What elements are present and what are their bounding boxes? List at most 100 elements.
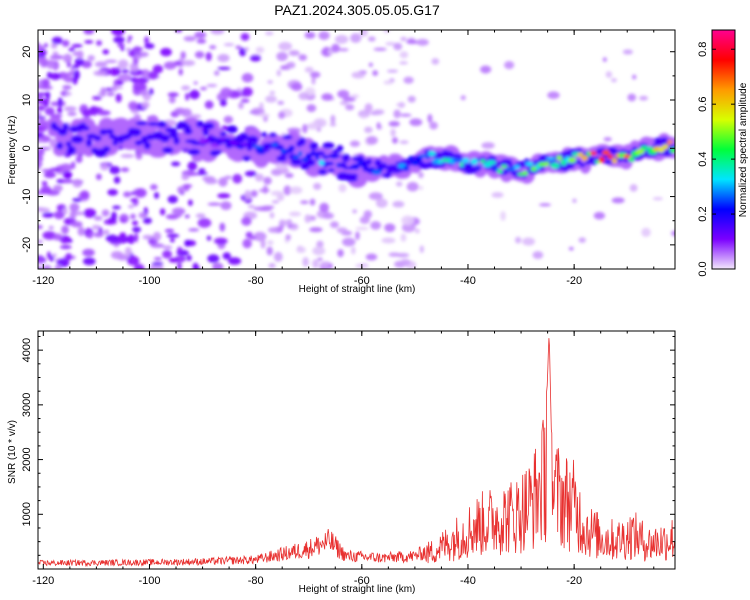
ridge-core xyxy=(418,153,429,158)
heat-blob xyxy=(311,75,316,85)
heat-blob xyxy=(168,257,179,263)
ridge-blob xyxy=(252,138,259,144)
heat-blob xyxy=(267,227,279,233)
ridge-core xyxy=(522,170,529,176)
heat-blob xyxy=(345,104,355,111)
x-tick-label: -100 xyxy=(138,575,160,587)
heat-blob xyxy=(43,171,56,179)
ridge-blob xyxy=(309,142,319,151)
heat-blob xyxy=(239,47,247,57)
ridge-core xyxy=(452,158,463,163)
heat-blob xyxy=(289,211,301,217)
heat-blob xyxy=(117,73,132,82)
heat-blob xyxy=(401,222,416,233)
heat-blob xyxy=(384,223,396,233)
heat-blob xyxy=(242,238,252,249)
heat-blob xyxy=(206,83,218,88)
heat-blob xyxy=(69,210,77,220)
heat-blob xyxy=(359,30,368,37)
heat-blob xyxy=(61,225,69,235)
ridge-blob xyxy=(239,132,249,141)
heat-blob xyxy=(83,30,95,35)
ridge-blob xyxy=(65,140,72,147)
x-tick-label: -60 xyxy=(354,275,370,287)
heat-blob xyxy=(175,30,183,33)
heat-blob xyxy=(148,88,154,96)
heat-blob xyxy=(108,217,113,223)
heat-blob xyxy=(532,251,544,259)
heat-blob xyxy=(210,30,225,35)
spectrogram-ylabel: Frequency (Hz) xyxy=(7,116,18,185)
heat-blob xyxy=(399,51,409,59)
heat-blob xyxy=(60,245,72,249)
colorbar-ticks: 0.0 0.2 0.4 0.6 0.8 xyxy=(697,42,735,277)
heat-blob xyxy=(135,151,143,160)
ridge-blob xyxy=(173,136,180,145)
heat-blob xyxy=(298,92,310,100)
ridge-core xyxy=(351,163,360,170)
heat-blob xyxy=(96,40,103,46)
ridge-blob xyxy=(290,157,302,166)
snr-line-layer xyxy=(38,338,675,568)
heat-blob xyxy=(360,115,367,119)
heat-blob xyxy=(330,114,336,125)
heat-blob xyxy=(107,188,118,196)
heat-blob xyxy=(365,253,378,261)
heat-blob xyxy=(104,59,118,63)
heat-blob xyxy=(132,77,138,84)
heat-blob xyxy=(48,225,54,230)
heat-blob xyxy=(385,41,396,46)
heat-blob xyxy=(126,255,140,266)
heat-blob xyxy=(81,60,92,69)
ridge-core xyxy=(437,159,444,164)
ridge-core xyxy=(509,167,516,172)
ridge-core xyxy=(389,169,398,173)
heat-blob xyxy=(184,214,190,218)
ridge-core xyxy=(361,162,367,169)
heat-blob xyxy=(121,69,129,74)
ridge-core xyxy=(262,148,271,153)
heat-blob xyxy=(93,231,104,238)
heat-blob xyxy=(572,198,577,203)
ridge-core xyxy=(505,166,511,172)
ridge-core xyxy=(365,168,371,172)
heat-blob xyxy=(66,72,74,76)
heat-blob xyxy=(515,236,522,244)
heat-blob xyxy=(372,70,379,77)
heat-blob xyxy=(271,200,280,204)
heat-blob xyxy=(217,53,230,63)
heat-blob xyxy=(144,43,155,49)
heat-blob xyxy=(71,44,83,48)
heat-blob xyxy=(169,238,175,243)
heat-blob xyxy=(393,109,401,119)
heat-blob xyxy=(328,263,334,269)
heat-blob xyxy=(45,91,51,100)
heat-blob xyxy=(269,212,275,219)
ridge-core xyxy=(462,157,470,163)
ridge-core xyxy=(292,155,300,160)
heat-blob xyxy=(38,150,45,156)
heat-blob xyxy=(142,217,153,224)
heat-blob xyxy=(322,46,332,57)
heat-blob xyxy=(219,222,226,232)
heat-blob xyxy=(126,47,131,52)
ridge-blob xyxy=(159,133,171,143)
heat-blob xyxy=(54,264,62,269)
heat-blob xyxy=(270,190,284,196)
heat-blob xyxy=(342,96,356,102)
heat-blob xyxy=(67,111,77,117)
heat-blob xyxy=(265,95,277,103)
colorbar-tick-label: 0.8 xyxy=(697,42,709,57)
heat-blob xyxy=(38,49,48,56)
heat-blob xyxy=(41,169,55,173)
heat-blob xyxy=(57,97,63,108)
ridge-blob xyxy=(82,125,90,131)
heat-blob xyxy=(101,209,110,217)
heat-blob xyxy=(238,102,244,110)
ridge-core xyxy=(607,154,614,159)
ridge-blob xyxy=(610,147,619,156)
heat-blob xyxy=(217,193,231,199)
ridge-blob xyxy=(202,122,215,130)
